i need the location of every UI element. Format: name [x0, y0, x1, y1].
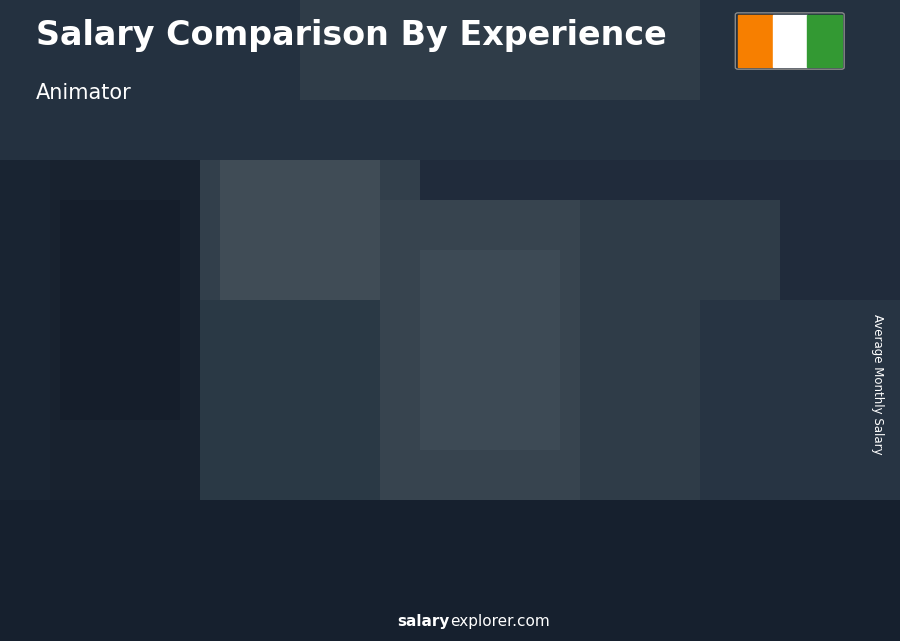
Bar: [101, 458, 108, 570]
Text: Animator: Animator: [36, 83, 131, 103]
Text: +20%: +20%: [391, 276, 454, 295]
Text: 183,000 XOF: 183,000 XOF: [252, 429, 338, 442]
Text: +9%: +9%: [518, 254, 567, 273]
Text: +40%: +40%: [271, 320, 334, 339]
Bar: [278, 424, 284, 570]
Bar: [341, 365, 348, 570]
Bar: [461, 317, 523, 323]
Bar: [398, 365, 403, 570]
Bar: [158, 458, 163, 570]
Bar: [701, 281, 763, 570]
Bar: [638, 302, 644, 570]
Bar: [518, 323, 523, 570]
Bar: [701, 281, 708, 570]
Text: Average Monthly Salary: Average Monthly Salary: [871, 314, 884, 455]
Bar: [101, 456, 163, 458]
Bar: [220, 424, 229, 570]
Bar: [220, 424, 284, 570]
Text: 257,000 XOF: 257,000 XOF: [414, 403, 500, 417]
Bar: [580, 302, 644, 570]
Bar: [220, 420, 284, 424]
Text: salary: salary: [398, 615, 450, 629]
Bar: [101, 458, 163, 570]
Text: 309,000 XOF: 309,000 XOF: [534, 361, 619, 374]
Text: explorer.com: explorer.com: [450, 615, 550, 629]
Bar: [580, 302, 589, 570]
Bar: [341, 360, 403, 365]
Bar: [341, 365, 403, 570]
Text: 335,000 XOF: 335,000 XOF: [654, 344, 739, 357]
Bar: [461, 323, 523, 570]
Bar: [758, 281, 763, 570]
Text: +31%: +31%: [151, 383, 214, 401]
Text: +8%: +8%: [637, 231, 688, 250]
Text: 140,000 XOF: 140,000 XOF: [75, 503, 159, 515]
Bar: [580, 296, 644, 302]
Bar: [701, 273, 763, 281]
Text: 362,000 XOF: 362,000 XOF: [774, 315, 860, 328]
Bar: [461, 323, 468, 570]
Text: Salary Comparison By Experience: Salary Comparison By Experience: [36, 19, 667, 52]
